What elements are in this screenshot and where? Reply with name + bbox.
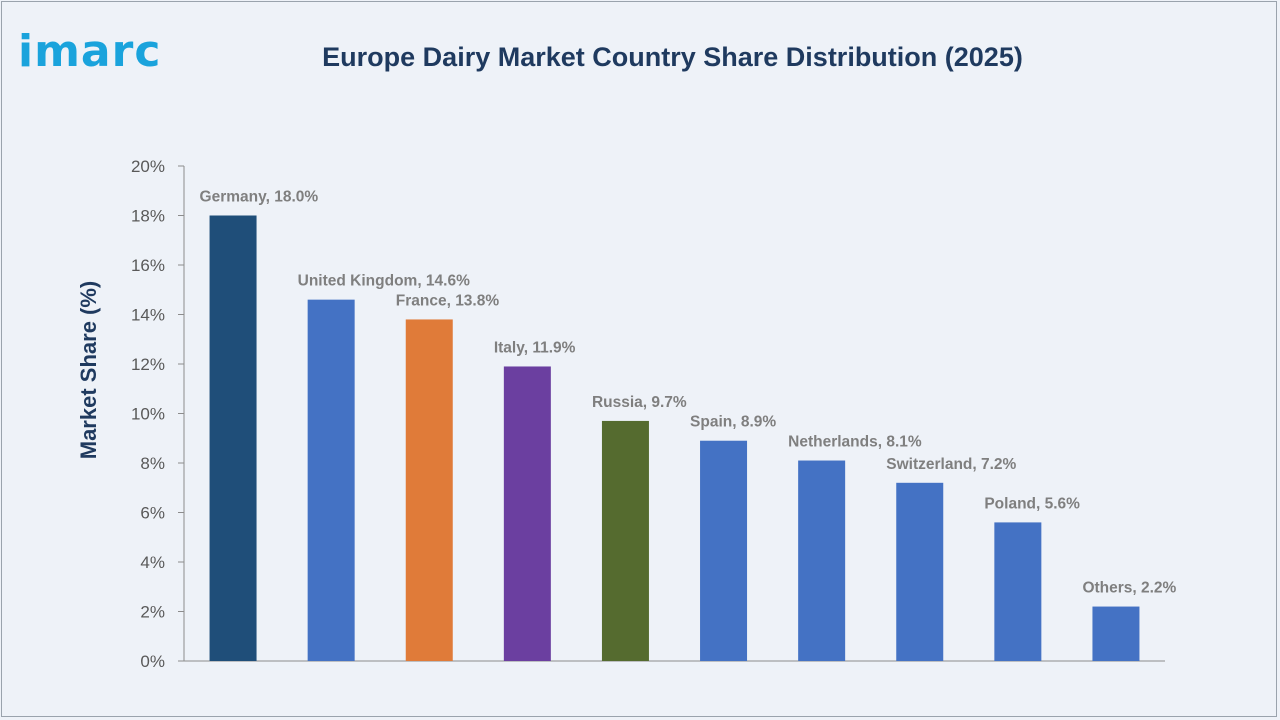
bar-others xyxy=(1092,606,1140,661)
data-label: Poland, 5.6% xyxy=(984,495,1080,512)
chart-data-labels: Germany, 18.0% United Kingdom, 14.6% Franc… xyxy=(200,189,1177,597)
y-tick-label: 8% xyxy=(140,454,165,473)
y-tick-label: 14% xyxy=(131,306,165,325)
data-label: Germany, 18.0% xyxy=(200,189,319,206)
bar-italy xyxy=(503,366,551,661)
bar-poland xyxy=(994,522,1042,661)
y-tick-label: 0% xyxy=(140,652,165,671)
y-tick-label: 16% xyxy=(131,256,165,275)
chart-bars xyxy=(209,215,1140,661)
bar-netherlands xyxy=(798,460,846,661)
chart-title: Europe Dairy Market Country Share Distri… xyxy=(322,42,1023,72)
y-axis-label: Market Share (%) xyxy=(76,281,101,460)
imarc-logo: imarc xyxy=(18,26,161,86)
y-tick-label: 2% xyxy=(140,603,165,622)
bar-united-kingdom xyxy=(307,299,355,661)
data-label: France, 13.8% xyxy=(396,292,500,309)
data-label: Russia, 9.7% xyxy=(592,394,687,411)
y-tick-label: 4% xyxy=(140,553,165,572)
y-tick-label: 18% xyxy=(131,207,165,226)
data-label: Spain, 8.9% xyxy=(690,414,776,431)
data-label: Italy, 11.9% xyxy=(494,339,576,356)
bar-france xyxy=(405,319,453,661)
data-label: Others, 2.2% xyxy=(1082,580,1176,597)
bar-switzerland xyxy=(896,482,944,661)
y-tick-label: 20% xyxy=(131,157,165,176)
logo-text: imarc xyxy=(18,26,162,77)
data-label: United Kingdom, 14.6% xyxy=(298,273,470,290)
chart-axes: 0% 2% 4% 6% 8% 10% 12% 14% 16% 18% 20% xyxy=(131,157,1165,671)
bar-russia xyxy=(601,420,649,661)
y-tick-label: 12% xyxy=(131,355,165,374)
y-tick-label: 6% xyxy=(140,504,165,523)
data-label: Netherlands, 8.1% xyxy=(788,434,922,451)
bar-germany xyxy=(209,215,257,661)
data-label: Switzerland, 7.2% xyxy=(886,456,1016,473)
y-tick-label: 10% xyxy=(131,405,165,424)
bar-spain xyxy=(700,440,748,661)
